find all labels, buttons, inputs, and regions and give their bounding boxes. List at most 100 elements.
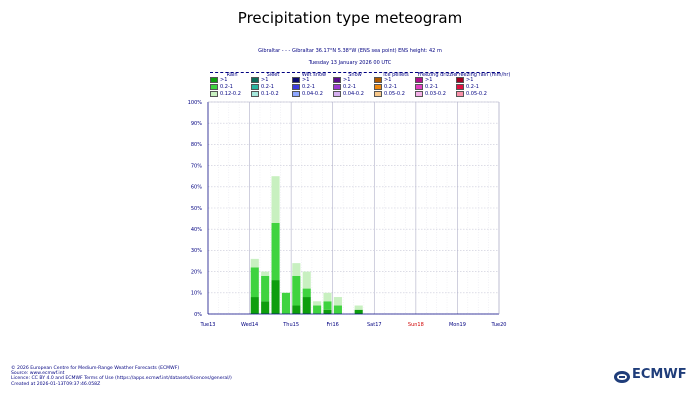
precip-bar (333, 305, 342, 314)
precip-bar (250, 297, 259, 314)
legend-item-label: >1 (261, 77, 269, 83)
legend-item: 0.05-0.2 (456, 91, 500, 98)
precip-bar (302, 297, 311, 314)
y-tick-label: 100% (188, 100, 203, 106)
legend-swatch (456, 77, 464, 83)
legend-swatch (292, 84, 300, 90)
legend-swatch (415, 91, 423, 97)
precip-bar (292, 305, 301, 314)
legend-swatch (251, 77, 259, 83)
legend-item-label: 0.2-1 (220, 84, 233, 90)
legend-item: 0.2-1 (251, 84, 295, 91)
precip-bar (302, 271, 311, 289)
y-tick-label: 50% (191, 206, 202, 212)
legend-group-title: Freezing rain (mm/hr) (456, 72, 511, 78)
legend-group-title: Snow (333, 72, 377, 78)
y-tick-label: 10% (191, 291, 202, 297)
legend-item-label: 0.05-0.2 (384, 91, 405, 97)
x-tick-label: Sun18 (408, 322, 424, 328)
legend-group: Freezing rain (mm/hr) >1 0.2-1 0.05-0.2 (456, 72, 511, 98)
legend-item-label: 0.04-0.2 (302, 91, 323, 97)
legend-item: >1 (292, 77, 336, 84)
legend-swatch (456, 91, 464, 97)
legend-item: >1 (456, 77, 500, 84)
legend-item: >1 (333, 77, 377, 84)
legend-swatch (456, 84, 464, 90)
legend-swatch (251, 84, 259, 90)
precip-bar (271, 222, 280, 281)
precip-bar (333, 297, 342, 306)
legend-swatch (292, 77, 300, 83)
precip-bar (281, 292, 290, 314)
legend-swatch (415, 77, 423, 83)
x-tick-label: Fri16 (327, 322, 339, 328)
legend-swatch (251, 91, 259, 97)
y-tick-label: 30% (191, 248, 202, 254)
legend-swatch (210, 77, 218, 83)
legend-group: Ice pellets >1 0.2-1 0.05-0.2 (374, 72, 418, 98)
precip-bar (292, 263, 301, 276)
x-tick-label: Thu15 (282, 322, 299, 328)
precip-bar (323, 309, 332, 314)
precip-bar (323, 292, 332, 302)
precip-bar (261, 275, 270, 302)
legend-item-label: 0.2-1 (343, 84, 356, 90)
legend-item-label: 0.03-0.2 (425, 91, 446, 97)
chart-title: Precipitation type meteogram (237, 9, 463, 27)
x-tick-label: Mon19 (449, 322, 466, 328)
precip-bar (354, 309, 363, 314)
legend-item: 0.2-1 (210, 84, 254, 91)
legend-item: 0.03-0.2 (415, 91, 459, 98)
date-subtitle: Tuesday 13 January 2026 00 UTC (308, 60, 392, 66)
precip-bar (313, 301, 322, 306)
precip-bar (271, 280, 280, 314)
precip-bar (271, 176, 280, 223)
legend-group-title: Ice pellets (374, 72, 418, 78)
legend-item-label: 0.05-0.2 (466, 91, 487, 97)
precip-bar (261, 301, 270, 314)
legend-swatch (210, 84, 218, 90)
legend-swatch (374, 77, 382, 83)
ecmwf-brand: ECMWF (632, 367, 687, 382)
legend-swatch (415, 84, 423, 90)
legend-item: 0.2-1 (415, 84, 459, 91)
location-subtitle: Gibraltar - - - Gibraltar 36.17°N 5.38°W… (258, 48, 442, 54)
precip-bar (292, 275, 301, 306)
legend-item: >1 (210, 77, 254, 84)
precip-bar (323, 301, 332, 310)
legend-item-label: >1 (466, 77, 474, 83)
legend-item: 0.2-1 (374, 84, 418, 91)
footer-source: Source: www.ecmwf.int (11, 371, 65, 377)
legend-group: Snow >1 0.2-1 0.04-0.2 (333, 72, 377, 98)
legend-item-label: >1 (425, 77, 433, 83)
y-tick-label: 90% (191, 121, 202, 127)
precip-bar (313, 305, 322, 314)
legend-item-label: 0.2-1 (261, 84, 274, 90)
legend-item-label: 0.1-0.2 (261, 91, 279, 97)
legend-item: 0.05-0.2 (374, 91, 418, 98)
legend-item-label: 0.2-1 (466, 84, 479, 90)
legend-swatch (333, 77, 341, 83)
legend-item-label: >1 (384, 77, 392, 83)
legend-group: Rain >1 0.2-1 0.12-0.2 (210, 72, 254, 98)
x-tick-label: Tue13 (200, 322, 216, 328)
legend-item-label: >1 (343, 77, 351, 83)
legend-item-label: 0.2-1 (302, 84, 315, 90)
legend-item-label: >1 (302, 77, 310, 83)
footer-created: Created at 2026-01-13T09:37:46.058Z (11, 381, 101, 387)
legend-group: Freezing drizzle >1 0.2-1 0.03-0.2 (415, 72, 459, 98)
legend-item: 0.12-0.2 (210, 91, 254, 98)
ecmwf-logo-icon (614, 371, 630, 383)
legend-item: >1 (251, 77, 295, 84)
legend-group-title: Rain (210, 72, 254, 78)
legend-item: 0.2-1 (456, 84, 500, 91)
footer-credits: © 2026 European Centre for Medium-Range … (11, 366, 232, 387)
legend-item: 0.04-0.2 (333, 91, 377, 98)
precip-bar (261, 271, 270, 276)
legend-item: >1 (374, 77, 418, 84)
legend-group-title: Wet snow (292, 72, 336, 78)
legend-group-title: Freezing drizzle (415, 72, 459, 78)
legend-item: 0.2-1 (333, 84, 377, 91)
precip-bar (250, 267, 259, 298)
legend-item: 0.2-1 (292, 84, 336, 91)
